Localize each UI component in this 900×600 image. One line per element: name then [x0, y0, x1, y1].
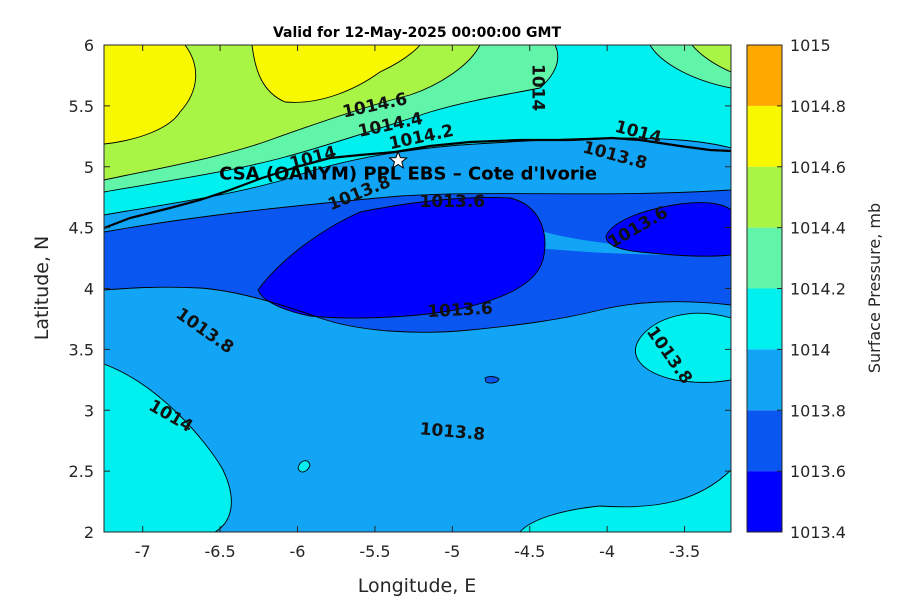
- contour-1014-2-northeast: [649, 45, 731, 89]
- contour-label: 1013.6: [427, 299, 494, 322]
- band-1014-east: [635, 313, 731, 383]
- y-tick-label: 2.5: [69, 462, 94, 481]
- x-tick-label: -6: [290, 542, 306, 561]
- site-label: CSA (OANYM) PPL EBS – Cote d'Ivorie: [219, 164, 597, 185]
- contour-1014-southeast: [519, 469, 731, 532]
- x-tick-label: -7: [135, 542, 151, 561]
- colorbar-swatch: [747, 166, 782, 228]
- coastline: [104, 136, 731, 230]
- colorbar-tick-label: 1014: [790, 340, 831, 359]
- colorbar-tick-label: 1014.6: [790, 158, 846, 177]
- site-star-marker: [388, 150, 409, 170]
- colorbar: 1013.4 1013.6 1013.8 1014 1014.2 1014.4 1014.6…: [746, 36, 846, 542]
- contour-1014-6-north: [251, 45, 421, 103]
- contour-label: 1013.6: [420, 192, 486, 212]
- colorbar-swatch: [747, 410, 782, 472]
- band-1014-west: [104, 364, 232, 532]
- contour-spot-small: [484, 376, 500, 384]
- y-tick-label: 4: [84, 280, 94, 299]
- band-1014-southeast: [520, 470, 731, 532]
- x-tick-label: -4.5: [514, 542, 545, 561]
- x-tick-label: -5: [444, 542, 460, 561]
- contour-1013-4-east: [605, 202, 731, 257]
- contour-1014-4: [104, 45, 481, 181]
- x-tick-label: -4: [599, 542, 615, 561]
- colorbar-swatch: [747, 288, 782, 350]
- y-tick-label: 2: [84, 523, 94, 542]
- band-1014-6-north: [252, 45, 420, 103]
- colorbar-swatch: [747, 105, 782, 167]
- y-axis: 2 2.5 3 3.5 4 4.5 5 5.5 6: [69, 36, 731, 542]
- colorbar-tick-label: 1014.8: [790, 97, 846, 116]
- contour-1013-6-south: [104, 286, 731, 333]
- contour-spot-1014: [297, 460, 311, 473]
- contour-1014-east: [635, 312, 731, 383]
- contour-1014-2: [104, 45, 559, 193]
- colorbar-swatch: [747, 45, 782, 106]
- colorbar-tick-label: 1013.6: [790, 462, 846, 481]
- colorbar-tick-label: 1013.4: [790, 523, 846, 542]
- x-tick-label: -5.5: [359, 542, 390, 561]
- contour-1013-6-north: [104, 189, 731, 233]
- band-1014-6-northwest: [104, 45, 196, 144]
- y-tick-label: 6: [84, 36, 94, 55]
- band-1013-6-small: [485, 376, 499, 383]
- colorbar-swatch: [747, 227, 782, 289]
- colorbar-swatch: [747, 349, 782, 411]
- chart-title: Valid for 12-May-2025 00:00:00 GMT: [273, 25, 561, 41]
- colorbar-tick-label: 1013.8: [790, 401, 846, 420]
- colorbar-tick-label: 1014.4: [790, 219, 846, 238]
- y-tick-label: 4.5: [69, 219, 94, 238]
- contour-1013-4-center: [257, 197, 546, 319]
- contour-1014-north: [104, 137, 731, 216]
- contour-1014-west: [104, 363, 232, 532]
- y-tick-label: 3.5: [69, 340, 94, 359]
- x-axis: -7 -6.5 -6 -5.5 -5 -4.5 -4 -3.5: [135, 45, 700, 561]
- x-tick-label: -3.5: [669, 542, 700, 561]
- colorbar-tick-label: 1015: [790, 36, 831, 55]
- x-axis-label: Longitude, E: [358, 575, 477, 597]
- colorbar-swatch: [747, 471, 782, 532]
- contour-label: 1014: [527, 64, 547, 111]
- band-1014-4-northeast: [692, 45, 731, 72]
- annotations: CSA (OANYM) PPL EBS – Cote d'Ivorie: [219, 150, 597, 185]
- band-1013-4-east: [606, 202, 731, 257]
- band-1014-4-north: [104, 45, 480, 180]
- plot-area: 1014.61014.41014.2101410141013.810141013…: [104, 45, 731, 532]
- contour-1014-4-northeast: [691, 45, 731, 73]
- band-1013-4-center: [258, 197, 545, 318]
- y-axis-label: Latitude, N: [31, 236, 53, 341]
- contour-lines: [104, 45, 731, 532]
- y-tick-label: 5: [84, 158, 94, 177]
- contour-1014-6-northwest: [104, 45, 197, 145]
- x-tick-label: -6.5: [205, 542, 236, 561]
- colorbar-tick-label: 1014.2: [790, 280, 846, 299]
- y-tick-label: 5.5: [69, 97, 94, 116]
- y-tick-label: 3: [84, 401, 94, 420]
- colorbar-label: Surface Pressure, mb: [865, 203, 884, 373]
